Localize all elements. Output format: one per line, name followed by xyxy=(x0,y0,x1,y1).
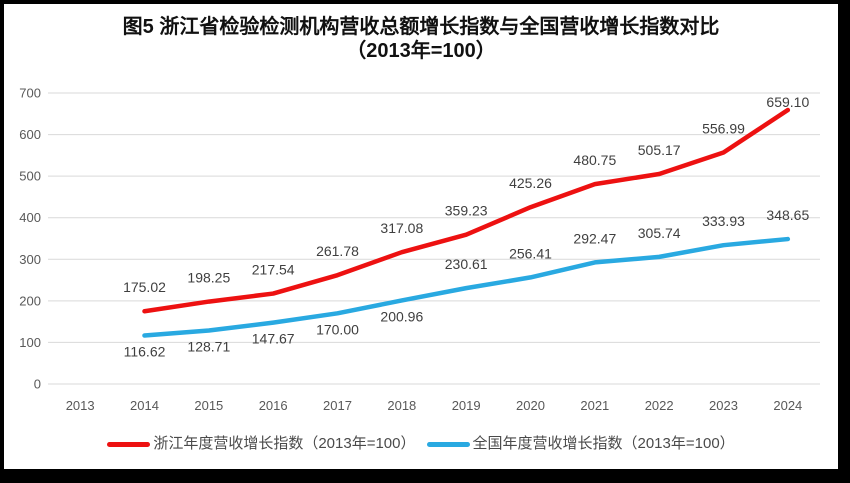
data-label-zhejiang: 261.78 xyxy=(316,243,359,259)
y-axis-tick-label: 400 xyxy=(19,210,41,225)
x-axis-tick-label: 2019 xyxy=(452,398,481,413)
chart-title-line2: （2013年=100） xyxy=(346,40,496,62)
series-line-national xyxy=(142,236,791,338)
y-axis-tick-label: 700 xyxy=(19,86,41,101)
x-axis-tick-label: 2022 xyxy=(645,398,674,413)
x-axis-tick-label: 2016 xyxy=(259,398,288,413)
data-label-national: 147.67 xyxy=(252,331,295,347)
y-axis-tick-label: 600 xyxy=(19,127,41,142)
y-axis-tick-label: 300 xyxy=(19,252,41,267)
legend-label-zhejiang: 浙江年度营收增长指数（2013年=100） xyxy=(153,435,416,452)
data-label-zhejiang: 359.23 xyxy=(445,203,488,219)
data-label-zhejiang: 175.02 xyxy=(123,279,166,295)
data-label-zhejiang: 425.26 xyxy=(509,175,552,191)
y-axis-tick-label: 100 xyxy=(19,335,41,350)
y-axis-tick-label: 500 xyxy=(19,169,41,184)
data-label-national: 256.41 xyxy=(509,245,552,261)
data-label-national: 128.71 xyxy=(187,338,230,354)
data-label-zhejiang: 659.10 xyxy=(766,94,809,110)
legend-label-national: 全国年度营收增长指数（2013年=100） xyxy=(472,435,735,452)
data-label-national: 333.93 xyxy=(702,213,745,229)
chart-legend: 浙江年度营收增长指数（2013年=100） 全国年度营收增长指数（2013年=1… xyxy=(4,435,838,453)
data-label-zhejiang: 480.75 xyxy=(573,152,616,168)
x-axis-tick-label: 2013 xyxy=(66,398,95,413)
x-axis-tick-label: 2014 xyxy=(130,398,159,413)
data-label-national: 200.96 xyxy=(380,308,423,324)
data-label-national: 348.65 xyxy=(766,207,809,223)
y-axis-tick-label: 200 xyxy=(19,293,41,308)
data-label-zhejiang: 198.25 xyxy=(187,270,230,286)
x-axis-tick-label: 2018 xyxy=(387,398,416,413)
data-label-national: 305.74 xyxy=(638,225,681,241)
data-label-national: 116.62 xyxy=(124,344,166,360)
x-axis-tick-label: 2021 xyxy=(580,398,609,413)
x-axis-tick-label: 2017 xyxy=(323,398,352,413)
y-axis-tick-label: 0 xyxy=(34,377,41,392)
legend-item-national: 全国年度营收增长指数（2013年=100） xyxy=(426,435,735,453)
x-axis-tick-label: 2023 xyxy=(709,398,738,413)
chart-canvas: 图5 浙江省检验检测机构营收总额增长指数与全国营收增长指数对比 （2013年=1… xyxy=(4,4,838,469)
x-axis-tick-label: 2015 xyxy=(194,398,223,413)
data-label-zhejiang: 317.08 xyxy=(380,220,423,236)
chart-title: 图5 浙江省检验检测机构营收总额增长指数与全国营收增长指数对比 （2013年=1… xyxy=(4,15,838,63)
data-label-zhejiang: 217.54 xyxy=(252,262,295,278)
data-label-zhejiang: 556.99 xyxy=(702,120,745,136)
chart-title-line1: 图5 浙江省检验检测机构营收总额增长指数与全国营收增长指数对比 xyxy=(122,16,720,38)
series-line-zhejiang xyxy=(142,107,791,314)
legend-swatch-zhejiang-icon xyxy=(107,441,151,447)
x-axis-tick-label: 2020 xyxy=(516,398,545,413)
legend-swatch-national-icon xyxy=(426,441,470,447)
legend-item-zhejiang: 浙江年度营收增长指数（2013年=100） xyxy=(107,435,416,453)
data-label-zhejiang: 505.17 xyxy=(638,142,681,158)
data-label-national: 230.61 xyxy=(445,256,488,272)
x-axis-tick-label: 2024 xyxy=(773,398,802,413)
data-label-national: 170.00 xyxy=(316,321,359,337)
data-label-national: 292.47 xyxy=(573,230,616,246)
line-chart-plot: 0 100 200 300 400 500 600 700 2013 2014 2015 2016 20… xyxy=(19,86,820,413)
